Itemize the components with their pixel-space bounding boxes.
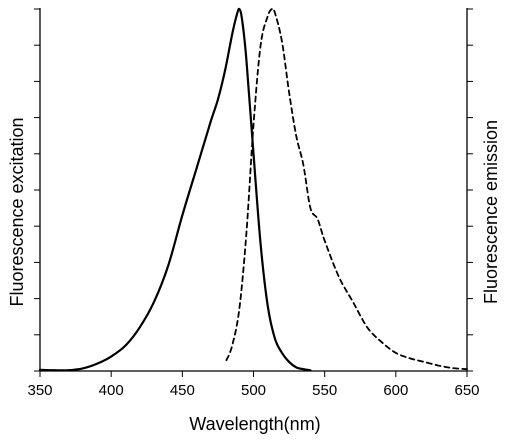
left-y-axis-title: Fluorescence excitation [7,117,27,306]
right-y-axis-title: Fluorescence emission [481,120,501,304]
left-y-ticks [34,8,40,372]
x-tick-label-400: 400 [99,382,124,399]
x-tick-label-550: 550 [312,382,337,399]
x-tick-label-350: 350 [27,382,52,399]
emission-curve [225,7,468,371]
x-tick-label-450: 450 [170,382,195,399]
excitation-curve [38,7,312,372]
right-y-ticks [467,8,473,372]
x-tick-label-600: 600 [383,382,408,399]
x-tick-label-650: 650 [454,382,479,399]
series-group [38,7,468,372]
x-axis-title: Wavelength(nm) [189,414,320,434]
x-ticks: 350 400 450 500 550 600 650 [27,371,480,399]
x-tick-label-500: 500 [241,382,266,399]
plot-frame [39,8,468,372]
